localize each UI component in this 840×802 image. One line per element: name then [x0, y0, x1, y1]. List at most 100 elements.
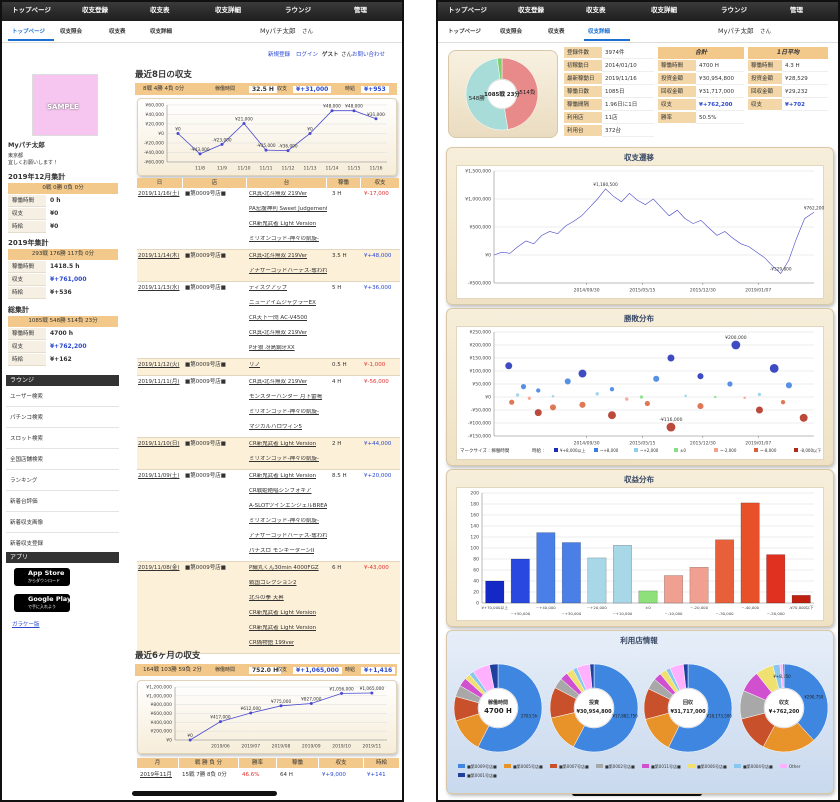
badge-title: Google Play — [28, 595, 72, 603]
nav-item[interactable]: 収支表 — [586, 6, 606, 14]
feature-phone-link[interactable]: ガラケー版 — [12, 622, 40, 628]
row-date[interactable]: 2019/11/08(金) — [138, 565, 180, 571]
row-machine[interactable]: CR真・北斗無双 219Ver — [249, 330, 308, 336]
donut-center: ¥30,954,800 — [576, 709, 612, 715]
row-machine[interactable]: CR偽物語 199ver — [249, 640, 295, 646]
row-machine[interactable]: パチスロ モンキーターンII — [249, 548, 315, 554]
row-machine[interactable]: PA宏腹神判 Sweet Judgement 99ver — [249, 206, 327, 212]
menu-item[interactable]: 新着収支登録 — [10, 541, 44, 547]
x-tick-label: 2019/09 — [302, 744, 321, 750]
row-machine[interactable]: CR天下一閃 AC-V4500 — [249, 315, 308, 321]
tab[interactable]: 収支表 — [109, 29, 126, 35]
row-date[interactable]: 2019/11/09(土) — [138, 473, 180, 479]
chart-panel — [137, 680, 397, 754]
nav-item[interactable]: ラウンジ — [285, 6, 311, 14]
row-machine[interactable]: CR新鬼武者 Light Version — [249, 473, 317, 479]
y-tick-label: ¥100,000 — [470, 369, 492, 375]
table-cell[interactable]: 2019年11月 — [140, 772, 172, 778]
menu-item[interactable]: 全国店舗検索 — [10, 457, 44, 463]
menu-item[interactable]: パチンコ検索 — [10, 415, 44, 421]
pie-slice — [501, 57, 539, 130]
row-date[interactable]: 2019/11/14(木) — [138, 253, 180, 259]
info-label: 利用台 — [564, 125, 602, 137]
menu-divider — [6, 532, 119, 533]
tab[interactable]: 収支詳細 — [150, 29, 173, 35]
summary-value: ¥+761,000 — [50, 276, 87, 283]
store-badge[interactable]: Google Play で手に入れよう — [14, 594, 72, 612]
menu-item[interactable]: 新着台評価 — [10, 499, 38, 505]
point — [505, 362, 513, 370]
summary-label: 収支 — [8, 341, 46, 353]
row-machine[interactable]: CR新鬼武者 Light Version — [249, 221, 317, 227]
legend-entry: ~+8,000 — [600, 448, 619, 453]
row-machine[interactable]: ミリオンゴッド-神々の凱旋- — [249, 236, 319, 242]
nav-item[interactable]: 収支登録 — [82, 6, 108, 14]
row-machine[interactable]: アナザーゴッドハーデス-奪われたZEUSver- — [249, 268, 327, 274]
row-machine[interactable]: ミリオンゴッド-神々の凱旋- — [249, 409, 319, 415]
info-value: 2014/01/10 — [602, 60, 654, 72]
store-badge[interactable]: App Store からダウンロード — [14, 568, 70, 586]
nav-item[interactable]: 収支詳細 — [651, 6, 677, 14]
row-machine[interactable]: ニューアイムジャグラーEX — [249, 300, 316, 306]
y-tick-label: 120 — [470, 535, 479, 541]
data-label: -¥35,000 — [256, 143, 275, 149]
row-machine[interactable]: CR真・北斗無双 219Ver — [249, 379, 308, 385]
menu-item[interactable]: ユーザー検索 — [10, 394, 43, 400]
row-date[interactable]: 2019/11/12(火) — [138, 362, 180, 368]
nav-item[interactable]: トップページ — [448, 6, 487, 14]
nav-item[interactable]: 収支登録 — [518, 6, 544, 14]
point — [727, 381, 733, 387]
row-machine[interactable]: 北斗の拳 天昇 — [249, 595, 284, 601]
row-date[interactable]: 2019/11/16(土) — [138, 191, 180, 197]
row-machine[interactable]: マジカルハロウィン5 — [249, 424, 302, 430]
donut-hole — [764, 688, 804, 728]
row-machine[interactable]: ミリオンゴッド-神々の凱旋- — [249, 456, 319, 462]
menu-divider — [6, 490, 119, 491]
nav-item[interactable]: 収支詳細 — [215, 6, 241, 14]
legend-entry: ¥+8,000以上 — [560, 447, 586, 453]
row-machine[interactable]: アナザーゴッドハーデス-奪われたZEUSver- — [249, 533, 327, 539]
row-machine[interactable]: CR戦姫絶唱シンフォギア — [249, 488, 312, 494]
legend-swatch — [754, 448, 758, 452]
row-date[interactable]: 2019/11/13(水) — [138, 285, 180, 291]
row-date[interactable]: 2019/11/10(日) — [138, 441, 180, 447]
nav-item[interactable]: トップページ — [12, 6, 51, 14]
row-machine[interactable]: CR新鬼武者 Light Version — [249, 625, 317, 631]
nav-item[interactable]: 収支表 — [150, 6, 170, 14]
header-link[interactable]: お問い合わせ — [352, 52, 386, 58]
image-label: SAMPLE — [47, 103, 79, 111]
row-machine[interactable]: CR新鬼武者 Light Version — [249, 610, 317, 616]
tab[interactable]: 収支詳細 — [588, 29, 611, 35]
menu-item[interactable]: 新着収支画像 — [10, 520, 44, 526]
tab[interactable]: 収支表 — [548, 29, 565, 35]
row-machine[interactable]: モンスターハンター 月下雷鳴 — [249, 394, 323, 400]
nav-item[interactable]: ラウンジ — [721, 6, 747, 14]
tab[interactable]: 収支照会 — [500, 29, 523, 35]
header-link[interactable]: ログイン — [296, 52, 319, 58]
row-machine[interactable]: リノ — [249, 362, 261, 368]
x-tick-label: 2014/09/30 — [574, 441, 600, 447]
row-machine[interactable]: P牙狼 冴島鋼牙XX — [249, 345, 295, 351]
row-machine[interactable]: P織丸くん30min 4000FGZ — [249, 565, 319, 571]
header-link[interactable]: 新規登録 — [268, 52, 291, 58]
nav-item[interactable]: 管理 — [354, 6, 367, 14]
row-machine[interactable]: CR真・北斗無双 219Ver — [249, 253, 308, 259]
menu-item[interactable]: ランキング — [10, 478, 38, 484]
row-machine[interactable]: 戦国コレクション2 — [249, 580, 297, 586]
row-machine[interactable]: CR新鬼武者 Light Version — [249, 441, 317, 447]
info-label: 投資金額 — [658, 73, 696, 85]
pie-slice — [782, 663, 785, 689]
row-date[interactable]: 2019/11/11(月) — [138, 379, 180, 385]
nav-item[interactable]: 管理 — [790, 6, 803, 14]
row-machine[interactable]: CR真・北斗無双 219Ver — [249, 191, 308, 197]
donut-hole — [668, 688, 708, 728]
row-machine[interactable]: ミリオンゴッド-神々の凱旋- — [249, 518, 319, 524]
panel-title: 収益分布 — [624, 475, 654, 484]
tab[interactable]: 収支照会 — [60, 29, 83, 35]
legend-swatch — [458, 773, 465, 777]
row-machine[interactable]: ディスクアップ — [249, 285, 288, 291]
menu-item[interactable]: スロット検索 — [10, 436, 44, 442]
tab[interactable]: トップページ — [12, 29, 45, 35]
row-machine[interactable]: A-SLOTツインエンジェルBREAK — [249, 503, 327, 509]
tab[interactable]: トップページ — [448, 29, 481, 35]
